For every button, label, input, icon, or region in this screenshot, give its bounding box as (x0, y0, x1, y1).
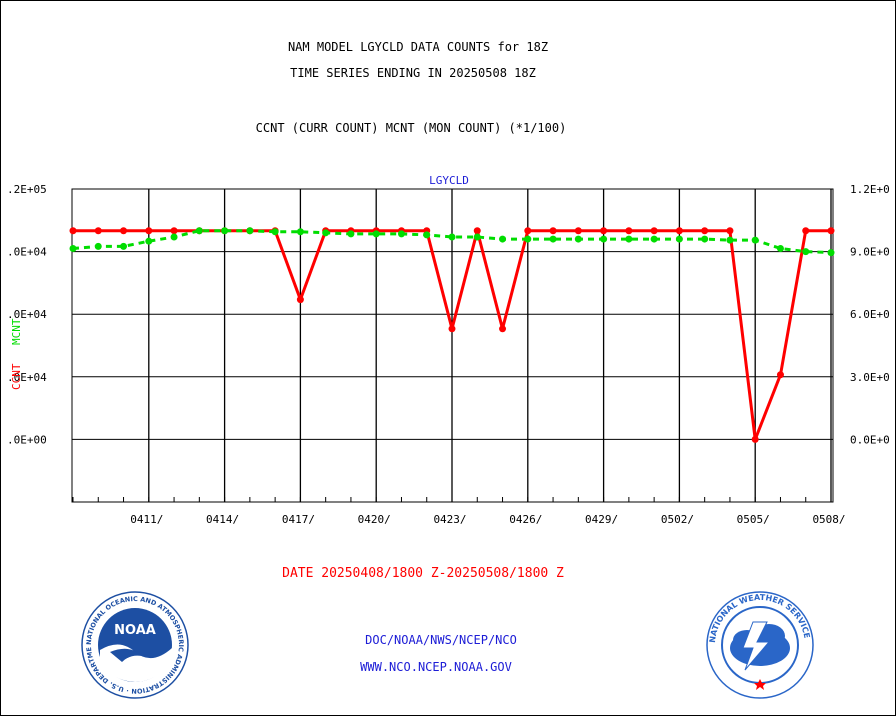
data-point-mcnt (802, 248, 810, 256)
data-point-ccnt (120, 227, 128, 235)
right-tick-label: 1.2E+0 (850, 183, 890, 196)
x-tick-label: 0423/ (433, 513, 466, 526)
data-point-mcnt (827, 249, 835, 257)
x-tick-label: 0429/ (585, 513, 618, 526)
data-point-mcnt (448, 233, 456, 241)
left-tick-label: .2E+05 (7, 183, 47, 196)
data-point-ccnt (296, 296, 304, 304)
data-point-mcnt (675, 235, 683, 243)
data-point-mcnt (776, 244, 784, 252)
data-point-ccnt (675, 227, 683, 235)
y-axis-label-ccnt: CCNT (10, 363, 23, 390)
data-point-mcnt (574, 235, 582, 243)
data-point-mcnt (372, 230, 380, 238)
x-tick-label: 0505/ (737, 513, 770, 526)
data-point-ccnt (473, 227, 481, 235)
right-tick-label: 6.0E+0 (850, 308, 890, 321)
chart-title-line2: TIME SERIES ENDING IN 20250508 18Z (290, 66, 536, 80)
org-path-text: DOC/NOAA/NWS/NCEP/NCO (365, 633, 517, 647)
right-tick-label: 0.0E+0 (850, 433, 890, 446)
data-point-mcnt (625, 235, 633, 243)
chart-title-line1: NAM MODEL LGYCLD DATA COUNTS for 18Z (287, 40, 549, 54)
right-tick-label: 3.0E+0 (850, 371, 890, 384)
website-link[interactable]: WWW.NCO.NCEP.NOAA.GOV (360, 660, 512, 674)
data-point-mcnt (473, 233, 481, 241)
data-point-ccnt (524, 227, 532, 235)
data-point-ccnt (776, 371, 784, 379)
chart-subtitle: CCNT (CURR COUNT) MCNT (MON COUNT) (*1/1… (255, 121, 567, 135)
data-point-mcnt (347, 230, 355, 238)
x-tick-label: 0420/ (358, 513, 391, 526)
data-point-mcnt (549, 235, 557, 243)
data-point-ccnt (600, 227, 608, 235)
x-tick-label: 0411/ (130, 513, 163, 526)
data-point-ccnt (499, 325, 507, 333)
data-point-mcnt (600, 235, 608, 243)
data-point-mcnt (120, 242, 128, 250)
left-tick-label: .0E+04 (7, 308, 47, 321)
data-point-mcnt (499, 235, 507, 243)
x-tick-label: 0417/ (282, 513, 315, 526)
chart-series-title: LGYCLD (429, 174, 469, 187)
x-tick-label: 0426/ (509, 513, 542, 526)
data-point-mcnt (296, 228, 304, 236)
data-point-mcnt (524, 235, 532, 243)
data-point-ccnt (625, 227, 633, 235)
data-point-ccnt (827, 227, 835, 235)
data-point-mcnt (195, 227, 203, 235)
data-point-mcnt (726, 236, 734, 244)
data-point-ccnt (69, 227, 77, 235)
data-point-mcnt (94, 242, 102, 250)
data-point-mcnt (246, 227, 254, 235)
x-tick-label: 0502/ (661, 513, 694, 526)
data-point-mcnt (69, 244, 77, 252)
data-point-mcnt (271, 228, 279, 236)
data-point-ccnt (170, 227, 178, 235)
data-point-ccnt (650, 227, 658, 235)
data-point-mcnt (170, 233, 178, 241)
noaa-logo: NOAA NATIONAL OCEANIC AND ATMOSPHERIC AD… (80, 590, 189, 699)
data-point-ccnt (802, 227, 810, 235)
data-point-ccnt (94, 227, 102, 235)
series-layer (69, 227, 835, 443)
data-point-ccnt (701, 227, 709, 235)
left-tick-label: .0E+04 (7, 246, 47, 259)
data-point-mcnt (701, 235, 709, 243)
y-axis-label-mcnt: MCNT (10, 318, 23, 345)
nws-logo: NATIONAL WEATHER SERVICE (706, 591, 814, 699)
data-point-mcnt (423, 231, 431, 239)
data-point-ccnt (751, 435, 759, 443)
data-point-mcnt (221, 227, 229, 235)
axis-text-layer: 0411/0414/0417/0420/0423/0426/0429/0502/… (7, 174, 890, 526)
right-tick-label: 9.0E+0 (850, 246, 890, 259)
data-point-ccnt (726, 227, 734, 235)
date-range-label: DATE 20250408/1800 Z-20250508/1800 Z (282, 566, 564, 581)
noaa-logo-text: NOAA (114, 623, 156, 638)
left-tick-label: .0E+00 (7, 433, 47, 446)
data-point-mcnt (650, 235, 658, 243)
data-point-ccnt (574, 227, 582, 235)
data-point-ccnt (448, 325, 456, 333)
data-point-mcnt (322, 229, 330, 237)
x-tick-label: 0414/ (206, 513, 239, 526)
left-tick-label: .0E+04 (7, 371, 47, 384)
data-point-mcnt (397, 230, 405, 238)
data-point-mcnt (751, 236, 759, 244)
x-tick-label: 0508/ (812, 513, 845, 526)
data-point-mcnt (145, 237, 153, 245)
data-point-ccnt (549, 227, 557, 235)
data-point-ccnt (145, 227, 153, 235)
